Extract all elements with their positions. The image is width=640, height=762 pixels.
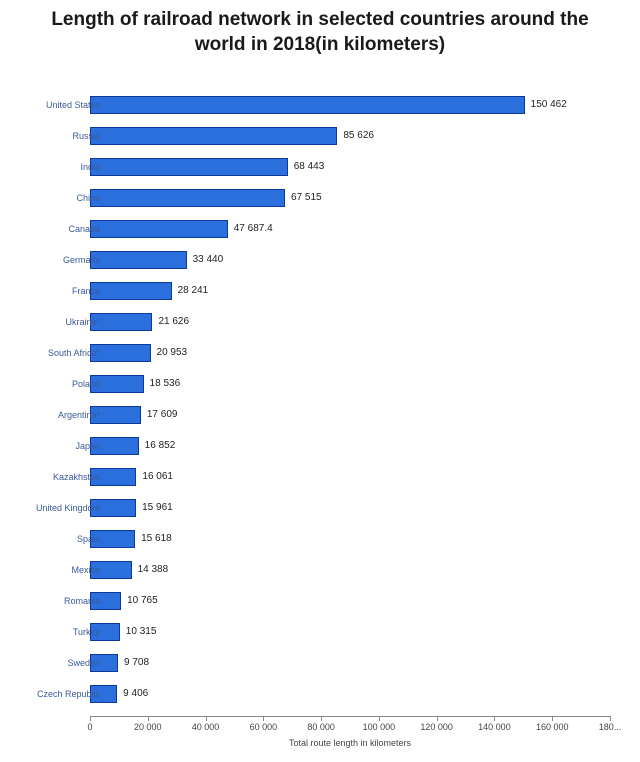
bar-value-label: 9 406	[123, 683, 148, 705]
x-tick-label: 180...	[599, 722, 622, 732]
bar-value-label: 10 765	[127, 590, 158, 612]
x-tick-label: 20 000	[134, 722, 162, 732]
y-axis-label: Romania	[0, 590, 100, 612]
x-tick-label: 40 000	[192, 722, 220, 732]
bar[interactable]	[90, 96, 525, 114]
bar[interactable]	[90, 220, 228, 238]
y-axis-label: Germany	[0, 249, 100, 271]
y-axis-label: Argentina*	[0, 404, 100, 426]
y-axis-label: France	[0, 280, 100, 302]
bar-row: 10 765	[90, 590, 620, 612]
chart-title: Length of railroad network in selected c…	[0, 0, 640, 61]
y-axis-label: China	[0, 187, 100, 209]
bar-row: 16 852	[90, 435, 620, 457]
bar-row: 15 961	[90, 497, 620, 519]
bar-row: 47 687.4	[90, 218, 620, 240]
bar-value-label: 21 626	[158, 311, 189, 333]
bar-row: 85 626	[90, 125, 620, 147]
x-tick-mark	[494, 716, 495, 721]
y-axis-label: Sweden	[0, 652, 100, 674]
bar-row: 150 462	[90, 94, 620, 116]
bar-value-label: 15 961	[142, 497, 173, 519]
bar-row: 16 061	[90, 466, 620, 488]
bar-value-label: 17 609	[147, 404, 178, 426]
y-axis-label: United Kingdom	[0, 497, 100, 519]
bar-row: 10 315	[90, 621, 620, 643]
bar-value-label: 67 515	[291, 187, 322, 209]
bars-group: 150 462 85 626 68 443 67 515 47 687.4 33 440 2…	[90, 90, 620, 710]
x-tick-label: 100 000	[363, 722, 396, 732]
bar-row: 33 440	[90, 249, 620, 271]
bar-value-label: 18 536	[150, 373, 181, 395]
x-axis: 0 20 000 40 000 60 000 80 000 100 000 120 000 1…	[90, 716, 620, 756]
y-axis-label: Mexico	[0, 559, 100, 581]
bar-row: 9 708	[90, 652, 620, 674]
x-tick-label: 160 000	[536, 722, 569, 732]
bar-row: 28 241	[90, 280, 620, 302]
bar-value-label: 150 462	[531, 94, 567, 116]
bar-value-label: 9 708	[124, 652, 149, 674]
bar[interactable]	[90, 282, 172, 300]
x-tick-mark	[379, 716, 380, 721]
plot-area: 150 462 85 626 68 443 67 515 47 687.4 33 440 2…	[90, 90, 620, 710]
bar-value-label: 10 315	[126, 621, 157, 643]
x-tick-mark	[610, 716, 611, 721]
x-tick-label: 140 000	[478, 722, 511, 732]
bar-value-label: 16 852	[145, 435, 176, 457]
y-axis-label: Ukraine*	[0, 311, 100, 333]
x-tick-label: 120 000	[420, 722, 453, 732]
bar-row: 68 443	[90, 156, 620, 178]
bar[interactable]	[90, 127, 337, 145]
x-tick-mark	[263, 716, 264, 721]
x-tick-label: 60 000	[250, 722, 278, 732]
bar[interactable]	[90, 251, 187, 269]
x-tick-mark	[552, 716, 553, 721]
x-tick-mark	[321, 716, 322, 721]
y-axis-label: Czech Republic	[0, 683, 100, 705]
y-axis-label: Turkey	[0, 621, 100, 643]
y-axis-label: South Africa*	[0, 342, 100, 364]
y-axis-label: Japan	[0, 435, 100, 457]
bar-value-label: 16 061	[142, 466, 173, 488]
x-tick-mark	[206, 716, 207, 721]
x-tick-mark	[437, 716, 438, 721]
bar-value-label: 28 241	[178, 280, 209, 302]
y-axis-label: Russia	[0, 125, 100, 147]
x-tick-label: 0	[87, 722, 92, 732]
y-axis-label: Canada	[0, 218, 100, 240]
bar-row: 67 515	[90, 187, 620, 209]
bar-row: 9 406	[90, 683, 620, 705]
bar-value-label: 47 687.4	[234, 218, 273, 240]
bar-row: 15 618	[90, 528, 620, 550]
bar-row: 18 536	[90, 373, 620, 395]
x-tick-mark	[90, 716, 91, 721]
x-tick-mark	[148, 716, 149, 721]
bar-value-label: 15 618	[141, 528, 172, 550]
bar-value-label: 33 440	[193, 249, 224, 271]
chart-container: Length of railroad network in selected c…	[0, 0, 640, 762]
x-axis-title: Total route length in kilometers	[90, 738, 610, 748]
y-axis-label: Kazakhstan	[0, 466, 100, 488]
y-axis-label: Poland	[0, 373, 100, 395]
bar-value-label: 68 443	[294, 156, 325, 178]
bar-value-label: 14 388	[138, 559, 169, 581]
bar-row: 20 953	[90, 342, 620, 364]
bar[interactable]	[90, 189, 285, 207]
bar-value-label: 85 626	[343, 125, 374, 147]
bar-row: 14 388	[90, 559, 620, 581]
bar-value-label: 20 953	[157, 342, 188, 364]
bar[interactable]	[90, 158, 288, 176]
x-tick-label: 80 000	[307, 722, 335, 732]
bar-row: 21 626	[90, 311, 620, 333]
bar-row: 17 609	[90, 404, 620, 426]
y-axis-label: India	[0, 156, 100, 178]
y-axis-label: Spain	[0, 528, 100, 550]
y-axis-label: United States	[0, 94, 100, 116]
